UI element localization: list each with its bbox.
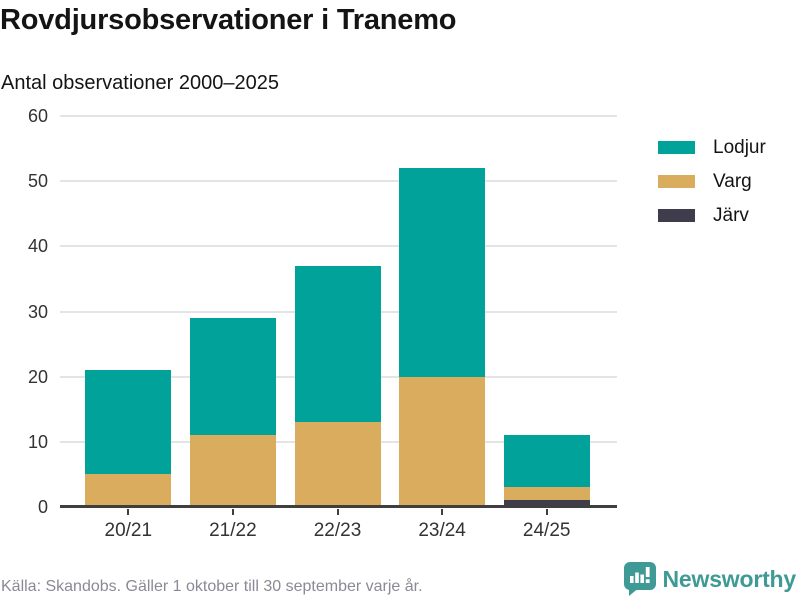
x-axis-tick-label: 21/22 — [209, 520, 257, 541]
x-axis-tick — [441, 509, 444, 515]
stacked-bar-21-22 — [189, 116, 276, 507]
gridline-y-50 — [60, 180, 617, 183]
bar-segment-lodjur — [399, 168, 486, 377]
bar-segment-lodjur — [294, 265, 381, 423]
x-axis-tick-label: 22/23 — [313, 520, 362, 541]
bar-segment-varg — [85, 474, 172, 507]
x-axis-tick — [545, 509, 548, 515]
legend-item-järv: Järv — [658, 206, 766, 225]
legend-swatch-icon — [658, 209, 695, 222]
bar-segment-lodjur — [503, 435, 590, 488]
legend-label: Järv — [713, 205, 749, 226]
legend: Lodjur Varg Järv — [658, 138, 766, 240]
x-axis-tick-label: 20/21 — [104, 520, 153, 541]
gridline-y-40 — [60, 245, 617, 248]
stacked-bar-20-21 — [85, 116, 172, 507]
newsworthy-logo: Newsworthy — [623, 562, 797, 596]
legend-swatch-icon — [658, 141, 695, 154]
legend-item-lodjur: Lodjur — [658, 138, 766, 157]
bar-segment-varg — [294, 422, 381, 507]
x-axis-line — [60, 505, 617, 508]
y-axis-tick-label: 20 — [27, 366, 48, 387]
chart-title: Rovdjursobservationer i Tranemo — [0, 4, 457, 36]
bar-segment-lodjur — [189, 318, 276, 436]
chart-subtitle: Antal observationer 2000–2025 — [1, 72, 279, 94]
legend-swatch-icon — [658, 175, 695, 188]
stacked-bar-22-23 — [294, 116, 381, 507]
bar-chart-speech-bubble-icon — [623, 562, 656, 596]
bar-segment-järv — [503, 500, 590, 507]
x-axis-tick — [336, 509, 339, 515]
plot-area: 0 10 20 30 40 50 60 20/21 21/22 22/23 23/24 24/25 — [28, 107, 617, 541]
y-axis-tick-label: 10 — [27, 431, 48, 452]
y-axis-tick-label: 60 — [27, 106, 48, 126]
source-note: Källa: Skandobs. Gäller 1 oktober till 3… — [1, 578, 423, 595]
stacked-bar-23-24 — [399, 116, 486, 507]
x-axis-tick-label: 24/25 — [522, 520, 571, 541]
y-axis-tick-label: 40 — [27, 236, 48, 257]
bar-segment-varg — [399, 376, 486, 507]
y-axis-tick-label: 30 — [27, 301, 48, 322]
x-axis-tick — [231, 509, 234, 515]
x-axis-tick-label: 23/24 — [418, 520, 466, 541]
legend-label: Lodjur — [713, 137, 766, 158]
bar-segment-varg — [503, 487, 590, 501]
legend-label: Varg — [713, 171, 752, 192]
stacked-bar-24-25 — [503, 116, 590, 507]
gridline-y-60 — [60, 115, 617, 117]
y-axis-tick-label: 0 — [37, 497, 48, 517]
bar-segment-varg — [189, 435, 276, 507]
legend-item-varg: Varg — [658, 172, 766, 191]
y-axis-tick-label: 50 — [27, 171, 48, 192]
bar-segment-lodjur — [85, 370, 172, 475]
newsworthy-wordmark: Newsworthy — [662, 565, 797, 592]
x-axis-tick — [127, 509, 130, 515]
